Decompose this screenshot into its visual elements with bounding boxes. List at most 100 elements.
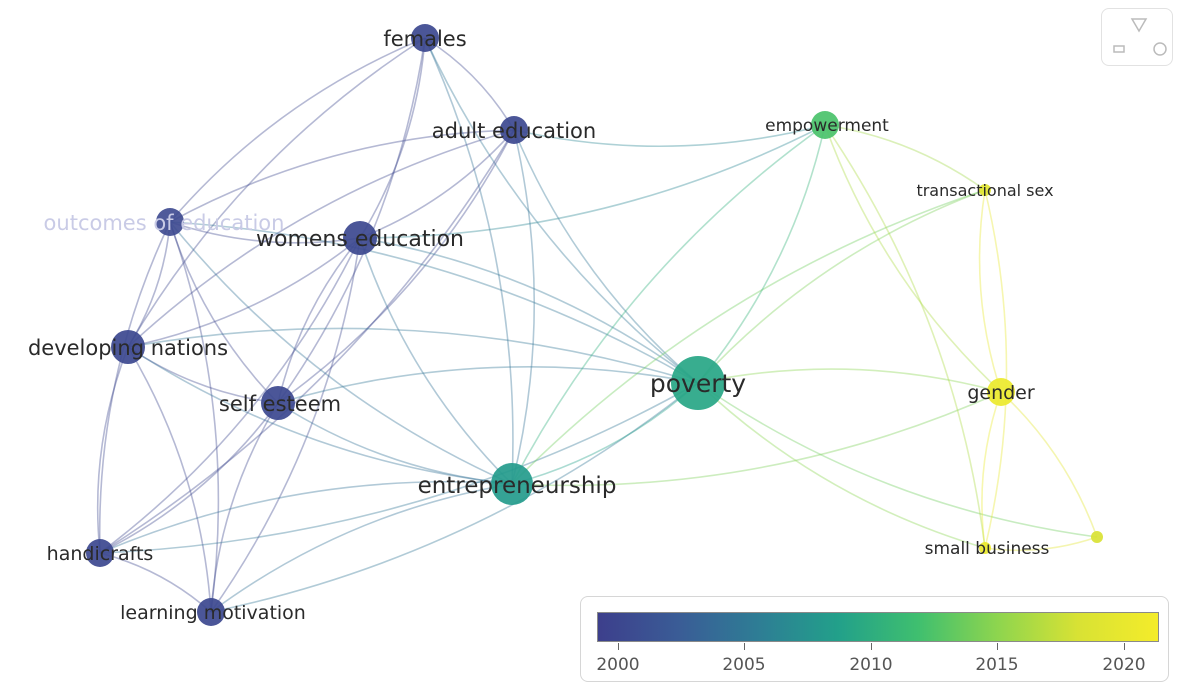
node-unlabeled-node[interactable] bbox=[1091, 531, 1103, 543]
legend-tick-label: 2005 bbox=[722, 655, 766, 675]
network-edge bbox=[127, 37, 426, 348]
network-edge bbox=[99, 237, 361, 554]
node-label-poverty: poverty bbox=[650, 369, 746, 398]
node-label-womens-education: womens education bbox=[256, 227, 464, 252]
node-transactional-sex[interactable] bbox=[979, 184, 991, 196]
node-label-handicrafts: handicrafts bbox=[47, 543, 154, 565]
network-edge bbox=[210, 237, 361, 613]
network-edge bbox=[424, 37, 699, 384]
legend-tick-label: 2010 bbox=[849, 655, 893, 675]
network-edge bbox=[210, 402, 279, 613]
node-label-entrepreneurship: entrepreneurship bbox=[418, 473, 617, 499]
network-edge bbox=[96, 346, 129, 554]
node-label-transactional-sex: transactional sex bbox=[916, 181, 1053, 200]
node-label-adult-education: adult education bbox=[432, 119, 596, 143]
node-poverty[interactable] bbox=[671, 356, 725, 410]
edge-layer bbox=[96, 37, 1098, 613]
node-label-empowerment: empowerment bbox=[765, 116, 889, 136]
network-edge bbox=[99, 480, 513, 554]
network-edge bbox=[99, 552, 212, 613]
legend-tick bbox=[744, 643, 745, 650]
network-edge bbox=[697, 368, 1002, 393]
network-edge bbox=[511, 189, 986, 485]
zoom-out-icon[interactable] bbox=[1113, 45, 1125, 53]
network-edge bbox=[210, 483, 513, 613]
node-label-developing-nations: developing nations bbox=[28, 336, 228, 360]
network-edge bbox=[277, 129, 515, 404]
year-color-legend: 2000 2005 2010 2015 2020 bbox=[580, 596, 1169, 682]
network-edge bbox=[169, 221, 220, 613]
node-entrepreneurship[interactable] bbox=[491, 463, 533, 505]
node-label-gender: gender bbox=[967, 382, 1035, 404]
node-outcomes-of-education[interactable] bbox=[156, 208, 184, 236]
network-edge bbox=[169, 37, 426, 223]
network-edge bbox=[99, 402, 279, 554]
node-label-small-business: small business bbox=[925, 539, 1050, 559]
network-edge bbox=[127, 327, 699, 384]
network-edge bbox=[511, 129, 536, 485]
network-edge bbox=[359, 124, 826, 239]
node-label-learning-motivation: learning motivation bbox=[120, 602, 306, 624]
network-edge bbox=[169, 221, 513, 485]
network-edge bbox=[99, 382, 699, 554]
network-edge bbox=[511, 124, 826, 485]
network-edge bbox=[984, 189, 1008, 549]
network-edge bbox=[697, 189, 986, 384]
network-edge bbox=[277, 366, 699, 404]
node-handicrafts[interactable] bbox=[86, 539, 114, 567]
node-gender[interactable] bbox=[987, 378, 1015, 406]
legend-tick-label: 2015 bbox=[975, 655, 1019, 675]
network-edge bbox=[1000, 391, 1098, 538]
node-self-esteem[interactable] bbox=[261, 386, 295, 420]
color-scale-bar bbox=[597, 612, 1159, 642]
legend-tick bbox=[1124, 643, 1125, 650]
node-learning-motivation[interactable] bbox=[197, 598, 225, 626]
network-edge bbox=[127, 346, 513, 485]
legend-tick bbox=[618, 643, 619, 650]
node-small-business[interactable] bbox=[979, 542, 991, 554]
network-edge bbox=[513, 129, 699, 384]
network-edge bbox=[359, 37, 426, 239]
network-edge bbox=[697, 382, 986, 549]
network-edge bbox=[424, 37, 514, 485]
network-edge bbox=[169, 221, 279, 404]
node-label-outcomes-of-education: outcomes of education bbox=[44, 211, 285, 235]
legend-tick bbox=[871, 643, 872, 650]
network-edge bbox=[99, 129, 515, 554]
node-empowerment[interactable] bbox=[811, 111, 839, 139]
filter-icon[interactable] bbox=[1130, 18, 1148, 33]
legend-tick-label: 2000 bbox=[596, 655, 640, 675]
label-layer: females adult education outcomes of educat… bbox=[28, 27, 1054, 624]
node-label-females: females bbox=[383, 27, 466, 51]
view-controls bbox=[1101, 8, 1173, 66]
network-edge bbox=[98, 221, 171, 554]
node-womens-education[interactable] bbox=[343, 221, 377, 255]
legend-tick bbox=[997, 643, 998, 650]
node-developing-nations[interactable] bbox=[111, 330, 145, 364]
network-edge bbox=[127, 129, 515, 348]
node-females[interactable] bbox=[411, 24, 439, 52]
legend-tick-label: 2020 bbox=[1102, 655, 1146, 675]
network-edge bbox=[978, 189, 1002, 393]
network-edge bbox=[277, 237, 361, 404]
zoom-in-icon[interactable] bbox=[1153, 42, 1167, 56]
network-edge bbox=[697, 124, 826, 384]
node-layer bbox=[86, 24, 1103, 626]
network-edge bbox=[424, 37, 515, 131]
network-edge bbox=[824, 124, 1002, 393]
network-edge bbox=[984, 536, 1098, 552]
network-edge bbox=[169, 221, 361, 244]
network-edge bbox=[210, 382, 699, 613]
network-edge bbox=[277, 402, 513, 485]
network-edge bbox=[359, 129, 515, 239]
node-label-self-esteem: self esteem bbox=[219, 392, 341, 416]
network-edge bbox=[359, 237, 699, 384]
network-edge bbox=[513, 124, 826, 148]
network-edge bbox=[169, 129, 515, 223]
node-adult-education[interactable] bbox=[500, 116, 528, 144]
network-edge bbox=[169, 221, 699, 384]
network-edge bbox=[127, 237, 361, 348]
network-edge bbox=[127, 346, 212, 613]
